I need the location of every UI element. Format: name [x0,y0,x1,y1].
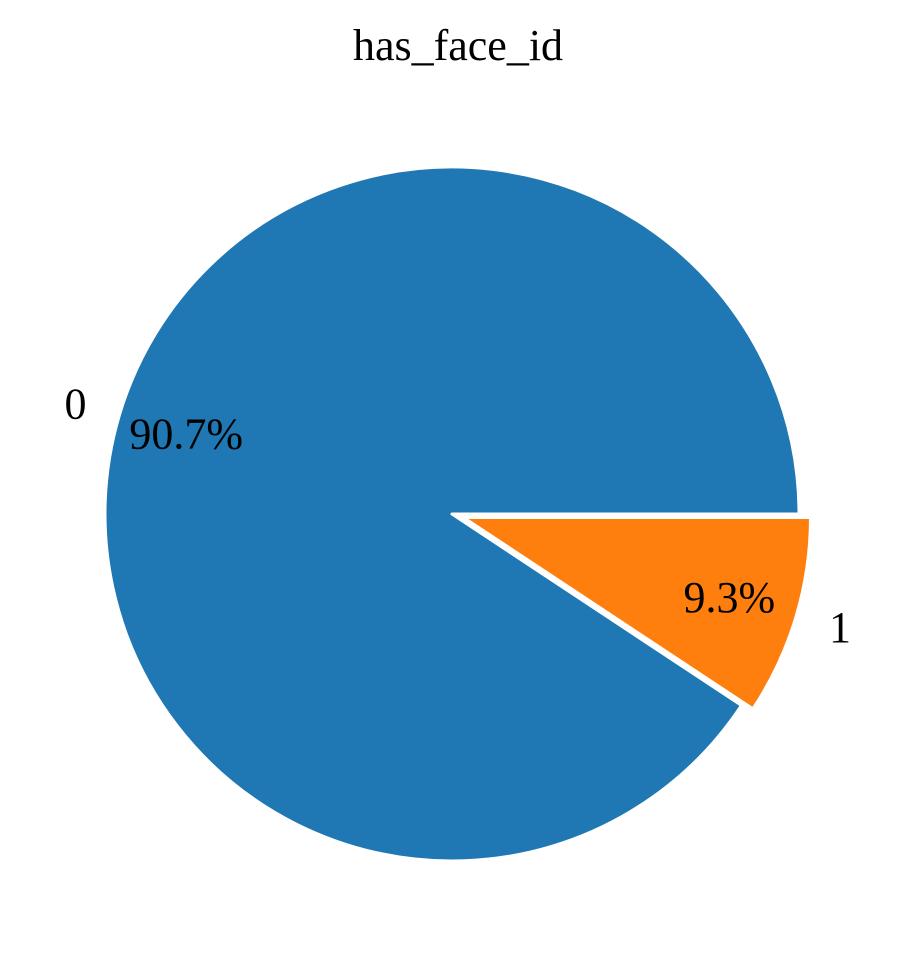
chart-title: has_face_id [353,21,563,70]
percent-label-1: 9.3% [683,573,775,622]
pie-slice-1 [461,515,812,711]
pie-slice-0 [103,165,801,863]
pie-slices [103,165,812,863]
pie-labels: 0 90.7% 1 9.3% [64,380,851,652]
percent-label-0: 90.7% [129,410,243,459]
category-label-1: 1 [829,603,851,652]
category-label-0: 0 [64,380,86,429]
